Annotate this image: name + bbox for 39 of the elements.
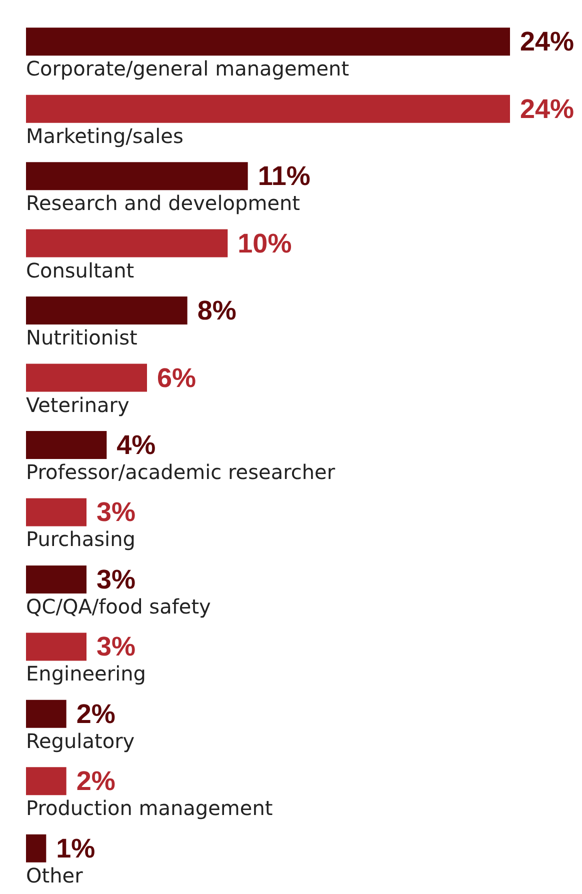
y-tick-label: Production management: [26, 796, 273, 820]
y-tick-label: Engineering: [26, 662, 146, 686]
data-label: 1%: [56, 833, 96, 864]
data-label: 2%: [76, 766, 116, 796]
data-label: 10%: [238, 228, 292, 258]
bar: [26, 767, 66, 796]
data-label: 11%: [258, 161, 310, 192]
y-tick-label: Other: [26, 863, 84, 888]
bar: [26, 431, 107, 459]
y-tick-label: Nutritionist: [26, 326, 138, 350]
y-tick-label: Professor/academic researcher: [26, 460, 336, 484]
data-label: 24%: [520, 26, 574, 57]
data-label: 4%: [116, 430, 156, 460]
bar: [26, 296, 188, 325]
data-label: 3%: [96, 497, 136, 528]
data-label: 3%: [96, 564, 136, 594]
y-tick-label: Regulatory: [26, 728, 135, 753]
bar: [26, 28, 510, 56]
data-label: 6%: [157, 362, 196, 393]
y-tick-label: Marketing/sales: [26, 124, 184, 148]
y-tick-label: Veterinary: [26, 392, 130, 417]
bar: [26, 162, 248, 190]
bar: [26, 364, 147, 392]
y-tick-label: Purchasing: [26, 527, 136, 552]
data-label: 3%: [96, 632, 136, 662]
bar: [26, 498, 86, 526]
y-tick-label: Corporate/general management: [26, 56, 350, 81]
data-label: 2%: [76, 698, 116, 729]
bar: [26, 565, 86, 594]
bar: [26, 94, 510, 123]
bar: [26, 700, 66, 728]
bar: [26, 229, 228, 258]
data-label: 24%: [520, 94, 574, 124]
y-tick-label: Research and development: [26, 191, 300, 216]
bar: [26, 632, 86, 661]
y-tick-label: QC/QA/food safety: [26, 594, 212, 618]
data-label: 8%: [197, 296, 236, 326]
y-tick-label: Consultant: [26, 258, 134, 282]
bar: [26, 834, 46, 862]
